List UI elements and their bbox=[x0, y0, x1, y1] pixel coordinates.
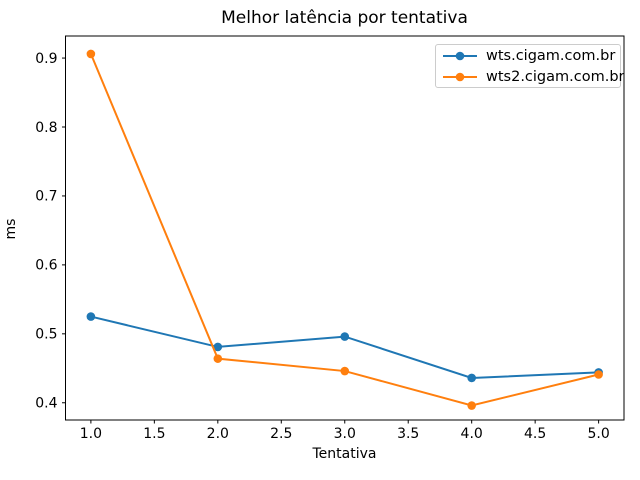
legend-line-sample bbox=[443, 51, 477, 60]
y-tick-label: 0.8 bbox=[35, 120, 57, 136]
x-tick-label: 2.0 bbox=[207, 426, 229, 442]
data-point-wts2.cigam.com.br bbox=[86, 49, 96, 59]
y-tick-label: 0.6 bbox=[35, 258, 57, 274]
data-point-wts.cigam.com.br bbox=[86, 312, 96, 321]
legend-item: wts2.cigam.com.br bbox=[442, 66, 625, 87]
legend: wts.cigam.com.br wts2.cigam.com.br bbox=[435, 44, 625, 88]
y-tick-label: 0.7 bbox=[35, 189, 57, 205]
x-tick-label: 3.0 bbox=[334, 426, 356, 442]
y-axis-label: ms bbox=[3, 218, 19, 240]
x-tick-label: 1.0 bbox=[80, 426, 102, 442]
series-line-wts2.cigam.com.br bbox=[89, 53, 599, 407]
legend-label: wts2.cigam.com.br bbox=[486, 68, 625, 85]
x-tick-label: 2.5 bbox=[270, 426, 292, 442]
legend-line-sample bbox=[443, 72, 477, 81]
x-tick-label: 4.5 bbox=[524, 426, 546, 442]
legend-item: wts.cigam.com.br bbox=[442, 45, 620, 66]
data-point-wts.cigam.com.br bbox=[213, 342, 223, 352]
x-axis-label: Tentativa bbox=[312, 446, 377, 462]
data-point-wts2.cigam.com.br bbox=[340, 366, 350, 376]
y-tick-label: 0.5 bbox=[35, 327, 57, 343]
axes-spines bbox=[65, 35, 625, 421]
legend-label: wts.cigam.com.br bbox=[486, 47, 616, 64]
chart-title: Melhor latência por tentativa bbox=[221, 8, 468, 28]
y-tick-label: 0.9 bbox=[35, 51, 57, 67]
y-tick-label: 0.4 bbox=[35, 396, 57, 412]
x-tick-label: 1.5 bbox=[143, 426, 165, 442]
data-point-wts.cigam.com.br bbox=[340, 332, 350, 341]
data-point-wts2.cigam.com.br bbox=[467, 401, 476, 410]
x-tick-label: 3.5 bbox=[397, 426, 419, 442]
data-point-wts.cigam.com.br bbox=[467, 373, 476, 383]
x-tick-label: 5.0 bbox=[587, 426, 609, 442]
data-point-wts2.cigam.com.br bbox=[594, 370, 603, 379]
x-tick-label: 4.0 bbox=[461, 426, 483, 442]
data-point-wts2.cigam.com.br bbox=[213, 354, 223, 363]
